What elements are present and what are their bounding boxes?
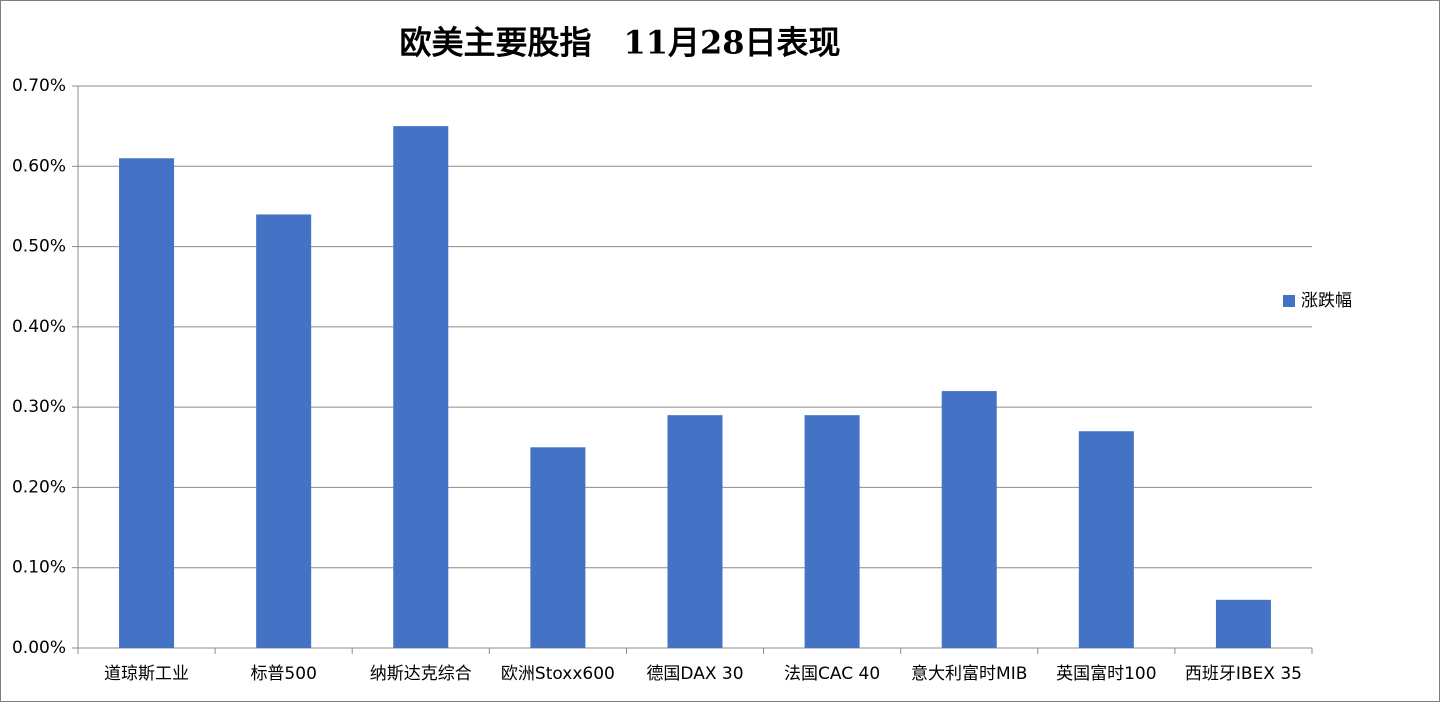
x-tick-label: 法国CAC 40 [784, 664, 880, 684]
bar [530, 447, 586, 648]
x-tick-label: 欧洲Stoxx600 [501, 664, 615, 684]
y-tick-label: 0.70% [12, 76, 66, 96]
x-tick-label: 纳斯达克综合 [370, 664, 472, 684]
y-tick-label: 0.60% [12, 156, 66, 176]
bar [804, 415, 860, 648]
y-tick-label: 0.10% [12, 558, 66, 578]
legend-swatch [1283, 295, 1295, 307]
bar [393, 126, 449, 648]
x-tick-label: 英国富时100 [1056, 664, 1156, 684]
y-tick-label: 0.30% [12, 397, 66, 417]
bar [256, 214, 312, 648]
x-tick-label: 德国DAX 30 [646, 664, 743, 684]
x-tick-label: 意大利富时MIB [911, 664, 1027, 684]
bar [1078, 431, 1134, 648]
y-tick-label: 0.40% [12, 317, 66, 337]
y-tick-label: 0.20% [12, 477, 66, 497]
y-tick-label: 0.50% [12, 237, 66, 257]
bar [941, 391, 997, 648]
x-tick-label: 标普500 [250, 664, 316, 684]
bar [667, 415, 723, 648]
bar [119, 158, 175, 648]
legend-label: 涨跌幅 [1301, 291, 1352, 311]
y-tick-label: 0.00% [12, 638, 66, 658]
x-tick-label: 道琼斯工业 [104, 664, 189, 684]
chart-title: 欧美主要股指 11月28日表现 [399, 24, 840, 62]
bar [1215, 599, 1271, 648]
x-tick-label: 西班牙IBEX 35 [1185, 664, 1302, 684]
